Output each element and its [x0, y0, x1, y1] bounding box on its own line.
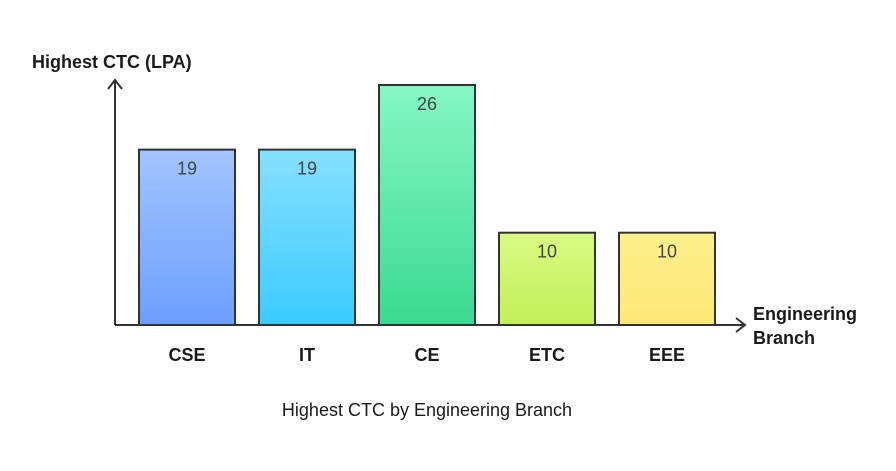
data-label-it: 19: [297, 159, 317, 179]
x-axis-title-line-1: Engineering: [753, 304, 857, 324]
y-axis-arrow-icon: [107, 78, 123, 90]
bar-it: [258, 148, 356, 326]
bar-etc: [498, 231, 596, 326]
bar-eee: [618, 231, 716, 326]
x-axis-arrow-icon: [735, 317, 747, 333]
data-label-cse: 19: [177, 159, 197, 179]
y-axis-title: Highest CTC (LPA): [32, 52, 192, 72]
data-labels: 19 19 26 10 10: [177, 94, 677, 262]
chart-title: Highest CTC by Engineering Branch: [282, 400, 572, 420]
x-tick-label-eee: EEE: [649, 345, 685, 365]
x-tick-label-etc: ETC: [529, 345, 565, 365]
x-tick-label-cse: CSE: [168, 345, 205, 365]
data-label-eee: 10: [657, 242, 677, 262]
x-tick-labels: CSE IT CE ETC EEE: [168, 345, 685, 365]
x-tick-label-ce: CE: [414, 345, 439, 365]
bars: [138, 84, 716, 326]
x-tick-label-it: IT: [299, 345, 315, 365]
data-label-etc: 10: [537, 242, 557, 262]
bar-cse: [138, 148, 236, 326]
axes: [107, 78, 747, 333]
bar-ce: [378, 84, 476, 326]
x-axis-title: Engineering Branch: [753, 304, 862, 348]
x-axis-title-line-2: Branch: [753, 328, 815, 348]
data-label-ce: 26: [417, 94, 437, 114]
